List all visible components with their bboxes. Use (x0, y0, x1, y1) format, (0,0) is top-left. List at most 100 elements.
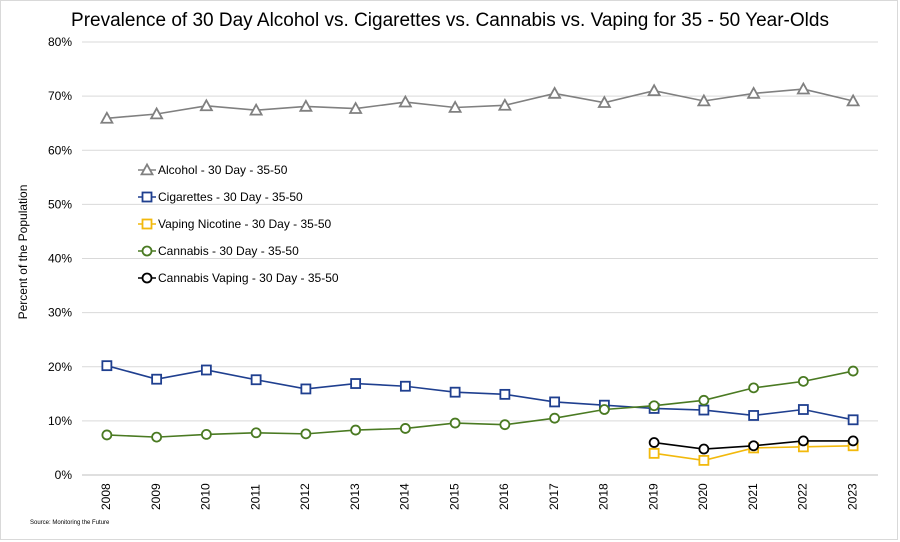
x-tick-label: 2014 (398, 483, 412, 510)
y-tick-label: 10% (48, 414, 72, 428)
y-tick-label: 0% (55, 468, 73, 482)
data-point (399, 423, 411, 434)
source-note: Source: Monitoring the Future (30, 520, 110, 526)
x-tick-label: 2013 (348, 483, 362, 510)
data-point (648, 447, 660, 459)
data-point (748, 440, 760, 452)
data-point (348, 101, 363, 114)
x-ticks-layer: 2008 2009 2010 2011 2012 2013 2014 2015 2016 2017… (99, 483, 859, 510)
data-point (350, 424, 362, 436)
data-point (797, 375, 809, 387)
legend-entry: Cigarettes - 30 Day - 35-50 (138, 190, 303, 204)
data-point (549, 412, 561, 424)
data-point (449, 417, 461, 429)
data-point (398, 94, 413, 108)
data-point (151, 431, 163, 443)
data-point (748, 382, 760, 394)
legend-label: Cigarettes - 30 Day - 35-50 (158, 190, 303, 204)
data-point (249, 102, 264, 116)
y-tick-label: 20% (48, 360, 72, 374)
y-tick-label: 60% (48, 143, 72, 157)
series-0 (99, 81, 861, 124)
legend-entry: Alcohol - 30 Day - 35-50 (138, 162, 288, 177)
data-point (499, 419, 511, 431)
legend-entry: Cannabis Vaping - 30 Day - 35-50 (138, 271, 339, 285)
legend-marker (141, 272, 153, 284)
legend-marker (139, 162, 155, 176)
x-tick-label: 2012 (298, 483, 312, 510)
data-point (101, 429, 113, 441)
series-line (106, 364, 854, 421)
x-tick-label: 2023 (845, 483, 859, 510)
data-point (797, 404, 809, 415)
data-point (199, 98, 214, 112)
x-tick-label: 2009 (149, 483, 163, 510)
legend-label: Cannabis - 30 Day - 35-50 (158, 244, 299, 258)
data-point (648, 437, 660, 448)
data-point (99, 110, 114, 124)
data-point (250, 374, 262, 386)
y-tick-label: 50% (48, 197, 72, 211)
data-point (698, 394, 710, 406)
chart-title: Prevalence of 30 Day Alcohol vs. Cigaret… (71, 10, 829, 31)
grid-layer (82, 41, 878, 476)
y-tick-label: 30% (48, 306, 72, 320)
legend-entry: Cannabis - 30 Day - 35-50 (138, 244, 299, 258)
data-point (847, 365, 859, 377)
data-point (797, 435, 809, 447)
data-point (300, 383, 312, 395)
data-point (847, 414, 859, 426)
series-line (106, 370, 854, 438)
data-point (497, 97, 512, 111)
data-point (648, 400, 660, 412)
x-tick-label: 2021 (746, 483, 760, 510)
data-point (796, 81, 811, 95)
data-point (698, 443, 710, 455)
y-tick-label: 70% (48, 89, 72, 103)
series-4 (648, 435, 859, 455)
x-tick-label: 2010 (199, 483, 213, 510)
x-tick-label: 2018 (597, 483, 611, 510)
data-point (846, 93, 861, 107)
data-point (647, 83, 662, 97)
x-tick-label: 2016 (497, 483, 511, 510)
legend-marker (141, 218, 153, 230)
data-point (449, 386, 461, 398)
data-point (698, 404, 710, 416)
series-layer (99, 81, 861, 466)
data-point (499, 388, 511, 400)
data-point (200, 429, 212, 440)
data-point (200, 364, 212, 376)
legend-marker (141, 245, 153, 257)
legend-layer: Alcohol - 30 Day - 35-50 Cigarettes - 30 … (138, 162, 339, 285)
legend-label: Alcohol - 30 Day - 35-50 (158, 163, 288, 177)
data-point (847, 435, 859, 447)
series-line (106, 88, 854, 120)
data-point (101, 360, 113, 372)
data-point (151, 373, 163, 385)
x-tick-label: 2015 (447, 483, 461, 510)
data-point (448, 100, 463, 113)
data-point (549, 396, 561, 408)
series-1 (101, 360, 859, 426)
data-point (298, 99, 313, 112)
data-point (598, 404, 610, 415)
x-tick-label: 2022 (796, 483, 810, 510)
data-point (350, 378, 362, 389)
x-tick-label: 2008 (99, 483, 113, 510)
legend-label: Vaping Nicotine - 30 Day - 35-50 (158, 217, 332, 231)
legend-entry: Vaping Nicotine - 30 Day - 35-50 (138, 217, 332, 231)
data-point (399, 380, 411, 392)
x-tick-label: 2020 (696, 483, 710, 510)
data-point (547, 86, 562, 99)
data-point (149, 106, 164, 120)
data-point (696, 93, 711, 107)
x-tick-label: 2019 (646, 483, 660, 510)
data-point (698, 454, 710, 466)
y-tick-label: 80% (48, 35, 72, 49)
legend-marker (141, 191, 153, 203)
data-point (250, 427, 262, 439)
data-point (746, 86, 761, 99)
